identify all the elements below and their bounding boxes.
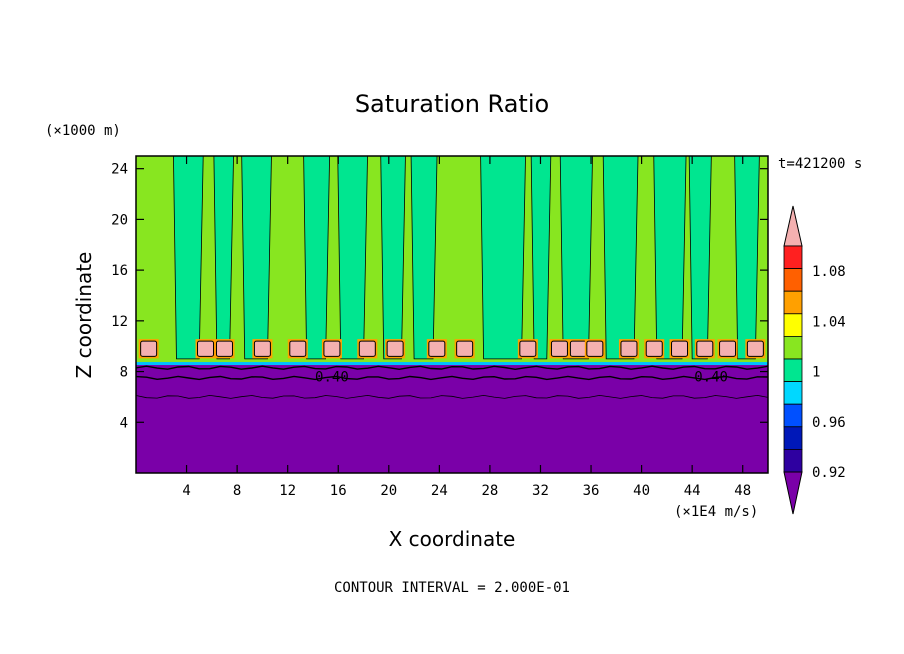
contour-label-0: 0.40 <box>315 370 349 386</box>
time-label: t=421200 s <box>778 156 862 172</box>
y-tick-label-3: 16 <box>111 263 128 279</box>
cell-15 <box>645 340 663 357</box>
colorbar-top-arrow <box>783 205 803 247</box>
colorbar-label-2: 1 <box>812 365 820 381</box>
colorbar-label-3: 0.96 <box>812 415 846 431</box>
x-tick-label-3: 16 <box>330 483 347 499</box>
colorbar-segment-6 <box>783 381 803 405</box>
contour-line-2 <box>136 394 768 399</box>
x-unit-label: (×1E4 m/s) <box>674 504 758 520</box>
column-3 <box>303 156 331 360</box>
column-5 <box>380 156 406 360</box>
cell-4 <box>289 340 307 357</box>
colorbar-segment-8 <box>783 426 803 450</box>
cell-14 <box>620 340 638 357</box>
y-axis-label: Z coordinate <box>72 252 96 379</box>
column-6 <box>410 156 438 360</box>
cell-9 <box>456 340 474 357</box>
x-axis-ticks: 4 8 12 16 20 24 28 32 36 40 44 48 <box>182 156 751 499</box>
contour-lines <box>136 365 768 399</box>
column-1 <box>213 156 234 360</box>
x-tick-label-1: 8 <box>233 483 241 499</box>
x-tick-label-11: 48 <box>734 483 751 499</box>
x-tick-label-6: 28 <box>481 483 498 499</box>
band-boundary <box>136 362 768 366</box>
y-tick-label-5: 24 <box>111 162 128 178</box>
cell-8 <box>428 340 446 357</box>
column-11 <box>653 156 687 360</box>
plot-frame <box>135 155 769 474</box>
y-tick-label-1: 8 <box>120 365 128 381</box>
y-axis-ticks: 4 8 12 16 20 24 <box>111 162 768 431</box>
column-7 <box>480 156 526 360</box>
colorbar-segment-7 <box>783 403 803 428</box>
cell-12 <box>569 340 587 357</box>
cell-10 <box>519 340 537 357</box>
column-13 <box>734 156 760 360</box>
x-tick-label-4: 20 <box>380 483 397 499</box>
colorbar-segment-1 <box>783 268 803 292</box>
column-2 <box>241 156 272 360</box>
x-tick-label-2: 12 <box>279 483 296 499</box>
contour-line-1 <box>136 375 768 381</box>
colorbar-segment-0 <box>783 245 803 270</box>
y-unit-label: (×1000 m) <box>45 123 121 139</box>
x-tick-label-0: 4 <box>182 483 190 499</box>
cell-16 <box>671 340 689 357</box>
cell-0 <box>140 340 158 357</box>
contour-line-0 <box>136 365 768 371</box>
cell-13 <box>586 340 604 357</box>
colorbar-segment-4 <box>783 335 803 360</box>
cell-19 <box>746 340 764 357</box>
column-4 <box>337 156 368 360</box>
colorbar: 1.08 1.04 1 0.96 0.92 <box>783 205 846 515</box>
cloud-cells <box>138 339 766 359</box>
column-9 <box>559 156 593 360</box>
cell-1 <box>197 340 215 357</box>
column-12 <box>688 156 712 360</box>
x-tick-label-8: 36 <box>583 483 600 499</box>
band-dry-lower <box>136 362 768 473</box>
green-columns <box>173 156 760 360</box>
chart-title: Saturation Ratio <box>355 90 549 118</box>
x-tick-label-10: 44 <box>684 483 701 499</box>
column-8 <box>530 156 552 360</box>
contour-interval-note: CONTOUR INTERVAL = 2.000E-01 <box>334 580 570 596</box>
colorbar-label-0: 1.08 <box>812 264 846 280</box>
cell-5 <box>323 340 341 357</box>
cell-18 <box>719 340 737 357</box>
colorbar-segment-2 <box>783 290 803 315</box>
colorbar-bottom-arrow <box>783 471 803 515</box>
contour-plot-area <box>136 156 768 473</box>
colorbar-segment-9 <box>783 448 803 473</box>
contour-labels: 0.40 0.40 <box>315 370 728 386</box>
cell-3 <box>253 340 271 357</box>
colorbar-label-1: 1.04 <box>812 314 846 330</box>
x-axis-label: X coordinate <box>389 527 516 551</box>
y-tick-label-2: 12 <box>111 314 128 330</box>
colorbar-segment-5 <box>783 358 803 383</box>
y-tick-label-0: 4 <box>120 415 128 431</box>
column-10 <box>602 156 639 360</box>
contour-label-1: 0.40 <box>694 370 728 386</box>
x-tick-label-9: 40 <box>633 483 650 499</box>
y-tick-label-4: 20 <box>111 212 128 228</box>
cell-2 <box>215 340 233 357</box>
colorbar-segment-3 <box>783 313 803 337</box>
colorbar-label-4: 0.92 <box>812 465 846 481</box>
x-tick-label-7: 32 <box>532 483 549 499</box>
cell-7 <box>386 340 404 357</box>
cell-11 <box>550 340 568 357</box>
cell-6 <box>358 340 376 357</box>
column-0 <box>173 156 204 360</box>
cell-17 <box>696 340 714 357</box>
x-tick-label-5: 24 <box>431 483 448 499</box>
